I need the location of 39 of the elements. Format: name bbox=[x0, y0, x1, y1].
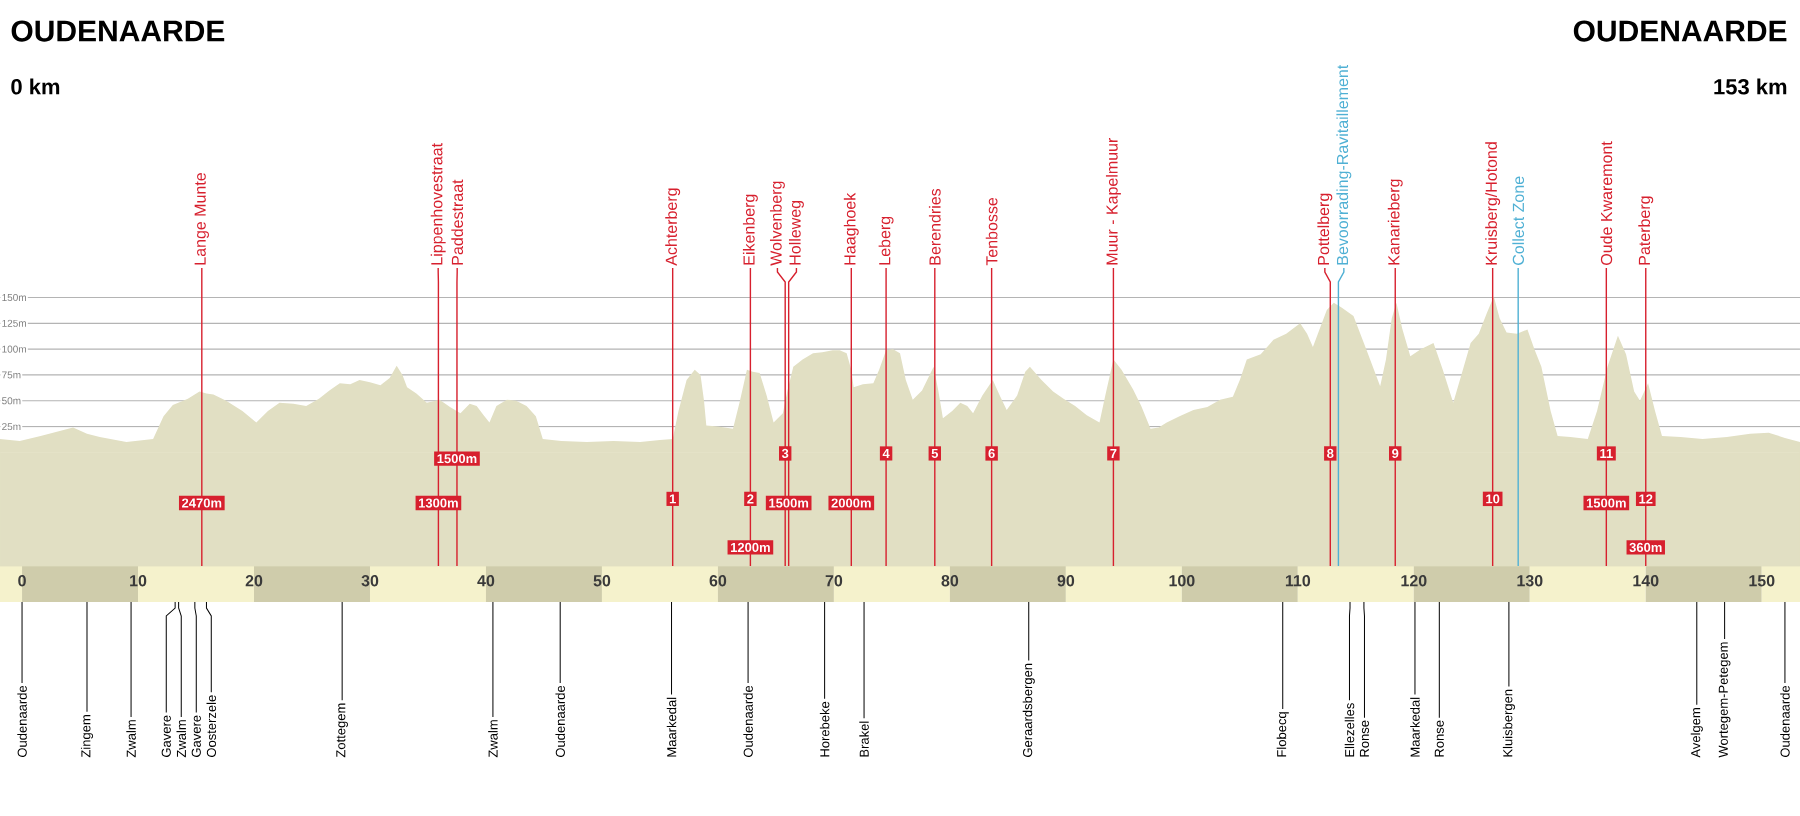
text: 153 km bbox=[1714, 78, 1787, 95]
x-tick-label: 130 bbox=[1517, 575, 1543, 587]
text: OUDENAARDE bbox=[1573, 20, 1787, 42]
text: OUDENAARDE bbox=[11, 20, 225, 42]
x-tick-label: 120 bbox=[1401, 575, 1427, 587]
ref-line-label: Lippenhovestraat bbox=[430, 143, 446, 265]
x-tick-label: 100 bbox=[1169, 575, 1195, 587]
x-tick-label: 70 bbox=[825, 575, 843, 587]
x-tick-label: 90 bbox=[1057, 575, 1075, 587]
ref-line-label: Wolvenberg bbox=[769, 181, 785, 266]
ref-line-label: Collect Zone bbox=[1512, 176, 1525, 265]
ref-line-label: Berendries bbox=[928, 188, 941, 265]
ref-line-label: Paterberg bbox=[1638, 196, 1654, 265]
x-tick-label: 30 bbox=[361, 575, 379, 587]
x-tick-label: 150 bbox=[1749, 575, 1775, 587]
ref-line-label: Paddestraat bbox=[451, 179, 464, 265]
ref-line-label: Pottelberg bbox=[1317, 193, 1333, 265]
x-tick-label: 110 bbox=[1285, 575, 1311, 587]
x-tick-label: 20 bbox=[245, 575, 263, 587]
x-tick-label: 40 bbox=[477, 575, 495, 587]
x-tick-label: 50 bbox=[593, 575, 611, 587]
ref-line-label: Lange Munte bbox=[194, 173, 209, 265]
x-tick-label: 60 bbox=[709, 575, 727, 587]
x-tick-label: 0 bbox=[18, 575, 26, 587]
ref-line-label: Leberg bbox=[878, 216, 894, 265]
x-tick-label: 10 bbox=[130, 575, 147, 587]
x-tick-label: 80 bbox=[941, 575, 959, 587]
ref-line-label: Haaghoek bbox=[843, 192, 859, 265]
ref-line-label: Kruisberg/Hotond bbox=[1485, 142, 1501, 265]
x-tick-label: 140 bbox=[1633, 575, 1659, 587]
ref-line-label: Tenbosse bbox=[985, 197, 998, 266]
ref-line-label: Muur - Kapelmuur bbox=[1105, 137, 1121, 265]
text: 0 km bbox=[11, 78, 60, 95]
ref-line-label: Bevoorrading-Ravitaillement bbox=[1336, 64, 1352, 265]
ref-line-label: Holleweg bbox=[788, 200, 804, 265]
ref-line-label: Kanarieberg bbox=[1387, 179, 1403, 265]
ref-line-label: Oude Kwaremont bbox=[1600, 141, 1613, 265]
ref-line-label: Eikenberg bbox=[742, 194, 758, 265]
ref-line-label: Achterberg bbox=[665, 188, 681, 266]
